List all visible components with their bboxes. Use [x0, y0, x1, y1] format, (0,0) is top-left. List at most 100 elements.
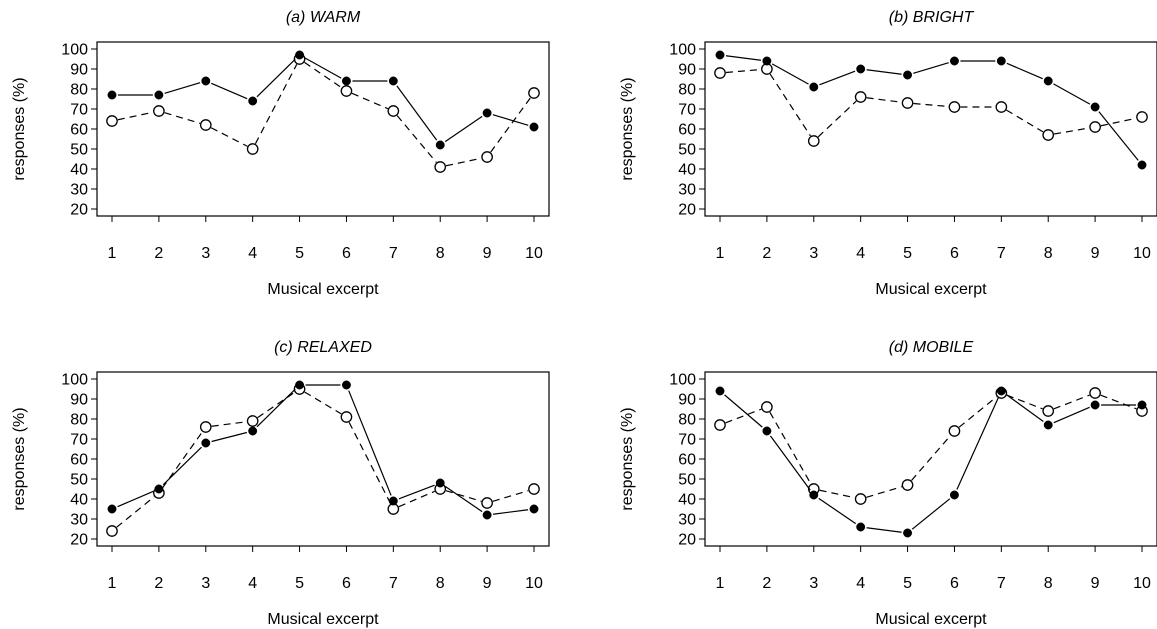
data-point-filled — [388, 76, 398, 86]
data-point-filled — [809, 490, 819, 500]
data-point-filled — [762, 56, 772, 66]
series-line-solid — [724, 394, 1136, 533]
data-point-open — [901, 97, 914, 109]
y-tick-label: 20 — [70, 202, 88, 219]
data-point-filled — [949, 56, 959, 66]
y-axis-label: responses (%) — [11, 77, 28, 180]
data-point-open — [1042, 405, 1055, 417]
y-tick-label: 80 — [678, 412, 696, 429]
data-point-open — [199, 119, 212, 131]
x-tick-label: 7 — [997, 245, 1006, 262]
y-tick-label: 30 — [678, 512, 696, 529]
data-point-filled — [1137, 400, 1147, 410]
data-point-filled — [482, 108, 492, 118]
x-tick-label: 3 — [809, 245, 818, 262]
data-point-filled — [107, 90, 117, 100]
data-point-open — [1136, 111, 1148, 123]
x-tick-label: 1 — [108, 575, 117, 592]
y-tick-label: 50 — [678, 142, 696, 159]
x-tick-label: 4 — [248, 245, 257, 262]
data-point-filled — [154, 90, 164, 100]
data-point-open — [106, 115, 118, 127]
y-tick-label: 100 — [61, 42, 88, 59]
data-point-open — [481, 151, 493, 163]
series-line-solid — [117, 384, 529, 515]
data-point-filled — [529, 122, 539, 132]
data-point-filled — [435, 140, 445, 150]
y-tick-label: 90 — [678, 392, 696, 409]
data-point-open — [106, 525, 118, 537]
x-axis-label: Musical excerpt — [875, 281, 987, 298]
x-tick-label: 2 — [762, 245, 771, 262]
y-tick-label: 70 — [70, 102, 88, 119]
x-axis-label: Musical excerpt — [267, 281, 379, 298]
data-point-filled — [482, 510, 492, 520]
data-point-filled — [996, 56, 1006, 66]
data-point-open — [948, 101, 961, 113]
panel-title: (c) RELAXED — [274, 339, 372, 356]
y-tick-label: 90 — [678, 62, 696, 79]
data-point-open — [714, 419, 726, 431]
x-tick-label: 5 — [295, 575, 304, 592]
y-tick-label: 60 — [70, 122, 88, 139]
plot-frame — [704, 371, 1157, 547]
x-tick-label: 10 — [1133, 575, 1151, 592]
y-tick-label: 60 — [70, 452, 88, 469]
data-point-filled — [341, 76, 351, 86]
data-point-filled — [341, 380, 351, 390]
x-tick-label: 6 — [342, 245, 351, 262]
x-tick-label: 8 — [1044, 245, 1053, 262]
x-tick-label: 2 — [154, 575, 163, 592]
data-point-filled — [949, 490, 959, 500]
data-point-open — [995, 101, 1008, 113]
y-tick-label: 100 — [669, 372, 696, 389]
x-tick-label: 7 — [997, 575, 1006, 592]
y-tick-label: 90 — [70, 62, 88, 79]
x-tick-label: 9 — [1091, 575, 1100, 592]
x-tick-label: 8 — [436, 245, 445, 262]
y-tick-label: 80 — [70, 412, 88, 429]
data-point-open — [340, 411, 353, 423]
chart-panel-4: (d) MOBILE 20 30 40 50 60 70 80 90 100 1 2 3 4 5 6 7 8 9 10… — [619, 339, 1157, 628]
y-axis-label: responses (%) — [619, 77, 636, 180]
data-point-open — [854, 493, 867, 505]
data-point-open — [854, 91, 867, 103]
x-tick-label: 7 — [389, 245, 398, 262]
x-tick-label: 6 — [342, 575, 351, 592]
data-point-filled — [248, 96, 258, 106]
chart-panel-1: (a) WARM 20 30 40 50 60 70 80 90 100 1 2 3 4 5 6 7 8 9 10 Mu… — [11, 9, 550, 298]
x-tick-label: 4 — [856, 575, 865, 592]
chart-panel-3: (c) RELAXED 20 30 40 50 60 70 80 90 100 1 2 3 4 5 6 7 8 9 1… — [11, 339, 550, 628]
data-point-filled — [201, 76, 211, 86]
data-point-filled — [762, 426, 772, 436]
data-point-filled — [248, 426, 258, 436]
data-point-filled — [1137, 160, 1147, 170]
panel-title: (b) BRIGHT — [889, 9, 975, 26]
x-tick-label: 7 — [389, 575, 398, 592]
series-line-dashed — [725, 394, 1137, 499]
series-line-dashed — [116, 391, 529, 528]
series-line-solid — [118, 57, 529, 143]
x-tick-label: 6 — [950, 575, 959, 592]
data-point-filled — [996, 386, 1006, 396]
y-tick-label: 30 — [70, 182, 88, 199]
y-tick-label: 50 — [678, 472, 696, 489]
data-point-filled — [903, 70, 913, 80]
y-tick-label: 100 — [669, 42, 696, 59]
data-point-open — [246, 415, 259, 427]
x-tick-label: 5 — [295, 245, 304, 262]
x-tick-label: 8 — [436, 575, 445, 592]
x-tick-label: 3 — [201, 575, 210, 592]
y-tick-label: 40 — [70, 492, 88, 509]
data-point-filled — [201, 438, 211, 448]
y-tick-label: 20 — [70, 532, 88, 549]
data-point-filled — [715, 50, 725, 60]
y-axis-label: responses (%) — [619, 407, 636, 510]
x-tick-label: 9 — [483, 245, 492, 262]
data-point-filled — [107, 504, 117, 514]
series-line-solid — [725, 55, 1139, 161]
y-tick-label: 70 — [678, 102, 696, 119]
x-axis-label: Musical excerpt — [267, 611, 379, 628]
x-tick-label: 9 — [483, 575, 492, 592]
